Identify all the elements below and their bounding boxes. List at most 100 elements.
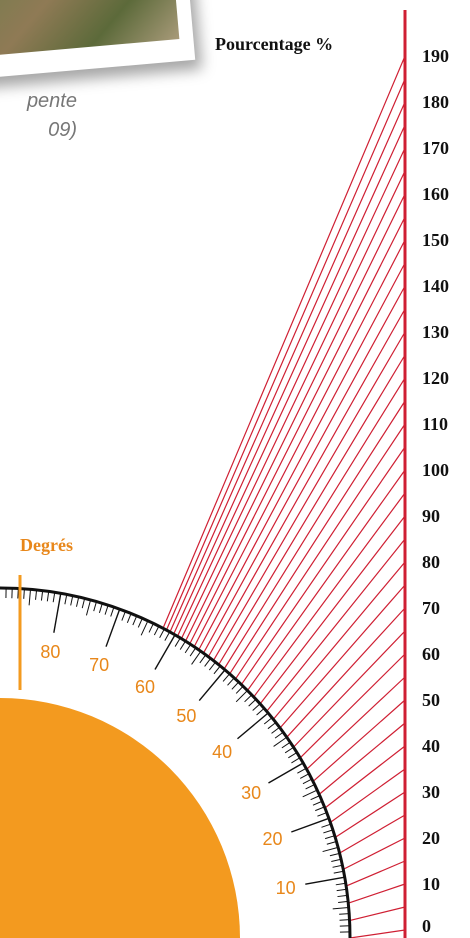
- degree-tick: [302, 789, 318, 798]
- fan-line: [272, 561, 406, 720]
- degree-tick: [263, 717, 273, 725]
- fan-line: [259, 515, 406, 705]
- degree-tick: [98, 603, 103, 614]
- degree-tick: [299, 773, 310, 779]
- degree-tick: [288, 752, 298, 759]
- degree-tick: [222, 673, 230, 682]
- degree-tick: [213, 665, 221, 675]
- percent-tick-label: 10: [422, 874, 440, 894]
- degree-tick: [284, 746, 294, 754]
- percent-tick-label: 120: [422, 368, 449, 388]
- degree-tick: [335, 882, 346, 886]
- degree-tick: [252, 703, 261, 711]
- degree-tick: [329, 852, 340, 857]
- percent-tick-label: 70: [422, 598, 440, 618]
- degree-tick: [52, 592, 56, 603]
- degree-tick: [35, 589, 38, 600]
- fan-line: [342, 837, 406, 870]
- percent-tick-label: 50: [422, 690, 440, 710]
- percent-tick-label: 110: [422, 414, 449, 434]
- degree-tick: [315, 806, 325, 812]
- degree-tick: [189, 647, 197, 657]
- percent-tick-label: 160: [422, 184, 449, 204]
- fan-line: [253, 492, 406, 698]
- degree-tick: [310, 795, 320, 801]
- percent-tick-label: 40: [422, 736, 440, 756]
- degree-tick: [105, 608, 121, 647]
- degree-tick: [274, 731, 284, 739]
- fan-line: [286, 607, 406, 738]
- percent-tick-label: 170: [422, 138, 449, 158]
- caption-line-1: pente: [26, 90, 77, 112]
- degree-tick: [337, 894, 348, 898]
- degree-tick: [332, 906, 349, 910]
- degree-tick: [324, 835, 335, 840]
- degree-tick: [244, 694, 253, 703]
- degree-tick: [126, 613, 132, 623]
- fan-line: [173, 124, 406, 635]
- fan-line: [212, 331, 406, 661]
- degree-tick: [70, 595, 74, 606]
- degree-tick: [179, 640, 186, 650]
- fan-line: [246, 469, 406, 691]
- degree-tick: [46, 591, 50, 602]
- degree-tick: [312, 800, 323, 806]
- degree-tick: [104, 604, 109, 615]
- degree-ticks: [5, 588, 350, 933]
- degree-tick: [137, 618, 143, 628]
- degree-tick: [332, 864, 343, 868]
- degree-tick: [85, 599, 92, 616]
- degree-tick: [93, 601, 97, 612]
- degree-tick: [273, 736, 287, 747]
- degree-tick: [174, 637, 181, 647]
- degree-tick: [23, 588, 25, 599]
- degree-tick-label: 20: [262, 828, 283, 849]
- fan-line: [306, 676, 406, 770]
- percent-tick-label: 190: [422, 46, 449, 66]
- degree-tick: [326, 841, 337, 845]
- degree-tick: [75, 596, 80, 607]
- fan-line: [176, 147, 406, 637]
- fan-line: [330, 768, 406, 823]
- percent-tick-label: 150: [422, 230, 449, 250]
- degree-tick-label: 80: [40, 642, 61, 663]
- degree-tick: [132, 615, 138, 626]
- fan-line: [162, 55, 406, 629]
- degree-tick: [164, 631, 171, 641]
- degree-tick: [17, 588, 19, 599]
- degree-tick: [154, 634, 176, 670]
- degree-tick: [40, 590, 44, 601]
- fan-line: [279, 584, 406, 729]
- fan-line: [312, 699, 406, 782]
- fan-line: [318, 722, 406, 795]
- degree-tick: [237, 712, 269, 740]
- degree-scale-title: Degrés: [20, 535, 73, 555]
- fan-line: [240, 446, 406, 685]
- percent-tick-label: 30: [422, 782, 440, 802]
- degree-tick-label: 10: [275, 877, 296, 898]
- degree-tick-label: 50: [176, 705, 197, 726]
- degree-tick: [28, 589, 32, 606]
- fan-lines: [162, 55, 406, 938]
- percent-tick-label: 130: [422, 322, 449, 342]
- degree-tick-label: 70: [89, 655, 110, 676]
- percent-tick-label: 100: [422, 460, 449, 480]
- degree-tick-label: 40: [212, 741, 233, 762]
- degree-tick: [305, 784, 315, 790]
- caption-line-2: 09): [48, 119, 77, 141]
- fan-line: [223, 377, 406, 670]
- percent-tick-label: 90: [422, 506, 440, 526]
- percent-tick-label: 180: [422, 92, 449, 112]
- fan-line: [349, 906, 406, 922]
- degree-tick: [338, 900, 349, 903]
- percent-tick-label: 20: [422, 828, 440, 848]
- fan-line: [345, 860, 406, 887]
- degree-tick-label: 30: [241, 783, 262, 803]
- degree-tick: [204, 658, 212, 667]
- degree-tick: [268, 762, 304, 784]
- degree-tick: [302, 778, 313, 785]
- percent-tick-label: 80: [422, 552, 440, 572]
- percent-tick-label: 60: [422, 644, 440, 664]
- degree-tick: [227, 677, 235, 686]
